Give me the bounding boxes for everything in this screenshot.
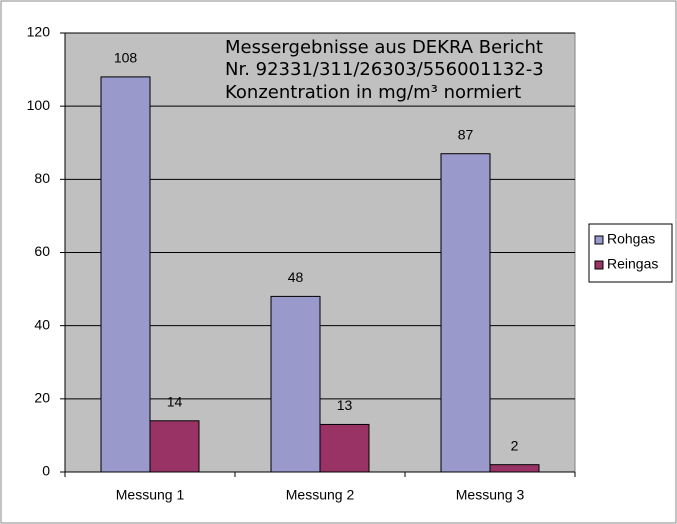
data-label: 108 xyxy=(114,50,138,66)
bar xyxy=(319,423,370,473)
data-label: 2 xyxy=(511,437,519,453)
bar xyxy=(149,420,200,473)
chart-title: Messergebnisse aus DEKRA Bericht xyxy=(225,37,543,58)
legend-swatch xyxy=(594,260,604,270)
y-tick-label: 80 xyxy=(34,170,50,186)
legend-box xyxy=(588,223,673,283)
x-tick-label: Messung 3 xyxy=(456,487,525,503)
x-tick-label: Messung 1 xyxy=(116,487,185,503)
y-tick-label: 120 xyxy=(27,24,51,40)
data-label: 48 xyxy=(288,269,304,285)
legend-swatch xyxy=(594,235,604,245)
legend-label: Rohgas xyxy=(607,231,655,247)
data-label: 13 xyxy=(337,397,353,413)
bar xyxy=(270,295,321,473)
y-tick-label: 60 xyxy=(34,243,50,259)
chart-title: Konzentration in mg/m³ normiert xyxy=(225,82,521,103)
x-tick-label: Messung 2 xyxy=(286,487,355,503)
legend-label: Reingas xyxy=(607,256,658,272)
bar xyxy=(100,76,151,473)
y-tick-label: 20 xyxy=(34,390,50,406)
y-tick-label: 0 xyxy=(42,463,50,479)
data-label: 87 xyxy=(458,126,474,142)
data-label: 14 xyxy=(167,393,183,409)
y-tick-label: 40 xyxy=(34,316,50,332)
chart-title: Nr. 92331/311/26303/556001132-3 xyxy=(225,59,544,80)
y-tick-label: 100 xyxy=(27,97,51,113)
bar xyxy=(489,464,540,473)
bar xyxy=(440,153,491,473)
